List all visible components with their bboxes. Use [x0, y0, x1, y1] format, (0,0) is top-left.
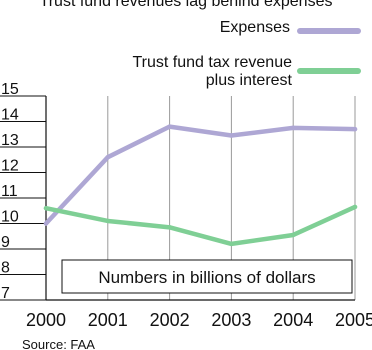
y-tick-label: 14	[1, 107, 19, 124]
x-tick-label: 2003	[211, 310, 251, 330]
data-point	[229, 241, 234, 247]
units-annotation-text: Numbers in billions of dollars	[98, 268, 315, 287]
chart-title: Trust fund revenues lag behind expenses	[40, 0, 333, 10]
source-note: Source: FAA	[22, 337, 95, 350]
y-tick-label: 11	[1, 183, 18, 200]
x-tick-label: 2000	[26, 310, 66, 330]
data-point	[291, 232, 296, 238]
data-point	[43, 221, 49, 226]
y-tick-label: 10	[1, 209, 19, 226]
x-tick-label: 2004	[273, 310, 313, 330]
legend-label-revenue-line2: plus interest	[206, 72, 293, 89]
y-tick-label: 9	[1, 234, 10, 251]
units-annotation-box	[61, 259, 353, 294]
data-point	[352, 126, 358, 132]
data-point	[291, 125, 296, 131]
y-tick-label: 7	[1, 285, 10, 302]
y-tick-label: 8	[1, 260, 10, 277]
x-tick-label: 2005	[335, 310, 372, 330]
data-point	[229, 133, 234, 138]
data-point	[352, 204, 358, 210]
series-line-0	[43, 124, 358, 226]
data-point	[167, 124, 172, 129]
legend-label-revenue-line1: Trust fund tax revenue	[133, 54, 293, 71]
y-tick-label: 12	[1, 158, 19, 175]
legend: Expenses Trust fund tax revenue plus int…	[133, 19, 361, 89]
y-axis: 7 8 9 10 11 12 13 14 15	[0, 81, 47, 302]
series-lines	[43, 124, 358, 247]
series-line-1	[43, 204, 358, 247]
units-annotation: Numbers in billions of dollars	[61, 259, 353, 294]
x-tick-label: 2002	[150, 310, 190, 330]
legend-label-expenses: Expenses	[220, 19, 290, 36]
y-tick-label: 13	[1, 132, 19, 149]
x-tick-label: 2001	[88, 310, 128, 330]
data-point	[167, 225, 172, 230]
y-tick-label: 15	[1, 81, 19, 98]
data-point	[43, 206, 49, 211]
data-point	[105, 155, 111, 160]
x-axis: 2000 2001 2002 2003 2004 2005	[26, 299, 372, 330]
data-point	[105, 218, 111, 224]
